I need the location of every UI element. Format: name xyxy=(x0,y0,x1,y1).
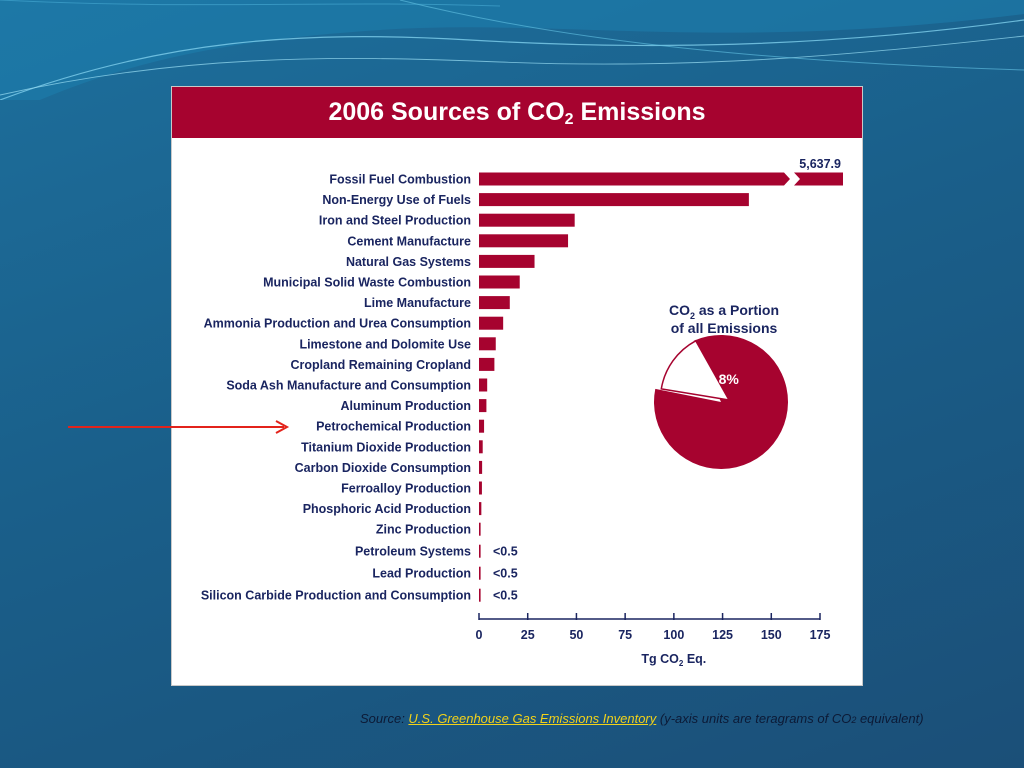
chart-canvas: Fossil Fuel Combustion 5,637.9 Non-Energy … xyxy=(201,157,843,668)
data-label: <0.5 xyxy=(493,545,518,559)
background-waves xyxy=(0,0,1024,100)
source-link[interactable]: U.S. Greenhouse Gas Emissions Inventory xyxy=(408,711,657,726)
category-label: Municipal Solid Waste Combustion xyxy=(263,276,471,290)
category-label: Aluminum Production xyxy=(340,399,471,413)
category-label: Phosphoric Acid Production xyxy=(303,502,471,516)
data-label: 5,637.9 xyxy=(799,157,841,171)
category-label: Ferroalloy Production xyxy=(341,482,471,496)
pie-slice-minor xyxy=(660,339,731,401)
bar xyxy=(479,172,790,186)
x-tick-label: 175 xyxy=(810,628,831,642)
x-tick-label: 125 xyxy=(712,628,733,642)
pie-value-label: 84.8% xyxy=(699,371,739,387)
bar xyxy=(479,440,483,454)
data-label: <0.5 xyxy=(493,589,518,603)
bar xyxy=(479,419,485,433)
category-label: Limestone and Dolomite Use xyxy=(299,337,471,351)
source-prefix: Source: xyxy=(360,711,409,726)
pie-slice-major xyxy=(654,335,788,469)
x-tick-label: 25 xyxy=(521,628,535,642)
bar xyxy=(479,357,495,371)
category-label: Fossil Fuel Combustion xyxy=(329,173,471,187)
x-tick-label: 0 xyxy=(476,628,483,642)
bar xyxy=(479,399,487,413)
x-tick-label: 100 xyxy=(663,628,684,642)
bar-break-segment xyxy=(794,172,843,186)
category-label: Cement Manufacture xyxy=(347,234,471,248)
x-tick-label: 150 xyxy=(761,628,782,642)
source-citation: Source: U.S. Greenhouse Gas Emissions In… xyxy=(360,711,1020,726)
category-label: Lime Manufacture xyxy=(364,296,471,310)
x-axis-title: Tg CO2 Eq. xyxy=(641,652,706,668)
pie-chart: CO2 as a Portion of all Emissions 84.8% xyxy=(654,302,788,469)
category-label: Zinc Production xyxy=(376,523,471,537)
source-suffix: (y-axis units are teragrams of CO xyxy=(656,711,852,726)
category-label: Petrochemical Production xyxy=(316,420,471,434)
category-label: Titanium Dioxide Production xyxy=(301,440,471,454)
category-label: Soda Ash Manufacture and Consumption xyxy=(226,379,471,393)
bar xyxy=(479,316,504,330)
pie-title-line1: CO2 as a Portion xyxy=(669,302,779,321)
category-label: Iron and Steel Production xyxy=(319,214,471,228)
x-tick-label: 75 xyxy=(618,628,632,642)
source-suffix-sub: 2 xyxy=(851,715,857,725)
category-label: Carbon Dioxide Consumption xyxy=(295,461,471,475)
category-label: Natural Gas Systems xyxy=(346,255,471,269)
bar xyxy=(479,254,535,268)
category-label: Non-Energy Use of Fuels xyxy=(322,193,471,207)
category-labels: Fossil Fuel Combustion 5,637.9 Non-Energy … xyxy=(201,157,841,603)
category-label: Ammonia Production and Urea Consumption xyxy=(204,317,471,331)
category-label: Cropland Remaining Cropland xyxy=(290,358,471,372)
bar xyxy=(479,275,520,289)
chart-title: 2006 Sources of CO2 Emissions xyxy=(172,87,862,138)
pie-title-line2: of all Emissions xyxy=(671,320,778,336)
bar xyxy=(479,460,483,474)
bar xyxy=(479,234,569,248)
x-tick-label: 50 xyxy=(569,628,583,642)
category-label: Petroleum Systems xyxy=(355,545,471,559)
source-suffix-end: equivalent) xyxy=(856,711,924,726)
category-label: Silicon Carbide Production and Consumpti… xyxy=(201,589,471,603)
chart-card: 2006 Sources of CO2 Emissions Fossil Fue… xyxy=(171,86,863,686)
bar xyxy=(479,337,496,351)
bar xyxy=(479,193,749,207)
bar-series xyxy=(479,172,843,602)
data-label: <0.5 xyxy=(493,567,518,581)
category-label: Lead Production xyxy=(372,567,471,581)
bar xyxy=(479,566,481,580)
bar xyxy=(479,296,510,310)
bar xyxy=(479,522,481,536)
bar xyxy=(479,481,482,495)
bar xyxy=(479,544,481,558)
bar xyxy=(479,213,575,227)
bar xyxy=(479,378,488,392)
bar xyxy=(479,502,482,516)
x-axis: 0 25 50 75 100 125 150 175 Tg CO2 Eq. xyxy=(476,613,831,668)
bar xyxy=(479,588,481,602)
